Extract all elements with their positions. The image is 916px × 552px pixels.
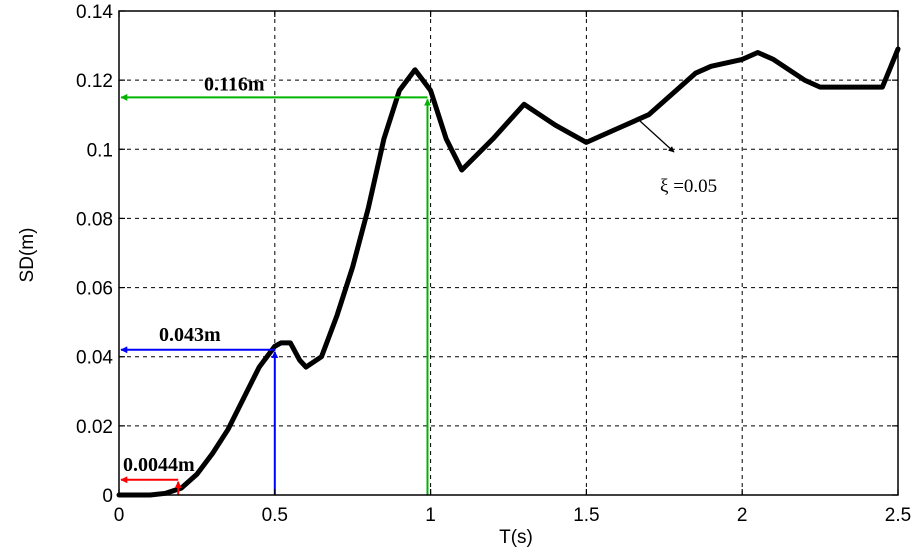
tick-layer: 0 0.5 1 1.5 2 2.5 0 0.02 0.04 0.06 0.08 0.1 0.12 0.14: [76, 2, 911, 526]
y-tick-label: 0.02: [76, 417, 113, 438]
annotation-label-red: 0.0044m: [123, 454, 195, 476]
y-tick-label: 0.08: [76, 209, 113, 230]
x-tick-label: 0.5: [262, 505, 288, 526]
annotation-label-blue: 0.043m: [159, 324, 221, 346]
x-tick-label: 1.5: [573, 505, 599, 526]
annotation-layer: 0.116m 0.043m 0.0044m ξ =0.05: [120, 73, 717, 495]
plot-frame: [118, 10, 899, 496]
series-layer: [116, 46, 901, 498]
damping-pointer-arrow: [639, 120, 675, 153]
series-line-0: [116, 46, 901, 498]
y-tick-label: 0.1: [87, 140, 113, 161]
annotation-label-green: 0.116m: [204, 73, 265, 95]
x-axis-label: T(s): [499, 527, 533, 548]
y-tick-label: 0.12: [76, 71, 113, 92]
y-tick-label: 0.04: [76, 348, 113, 369]
y-axis-label: SD(m): [17, 228, 38, 283]
damping-ratio-label: ξ =0.05: [660, 176, 717, 197]
x-tick-label: 2.5: [885, 505, 911, 526]
x-tick-label: 0: [114, 505, 125, 526]
y-tick-label: 0: [102, 486, 113, 507]
x-tick-label: 2: [737, 505, 748, 526]
x-tick-label: 1: [425, 505, 436, 526]
y-tick-label: 0.14: [76, 2, 113, 23]
y-tick-label: 0.06: [76, 279, 113, 300]
